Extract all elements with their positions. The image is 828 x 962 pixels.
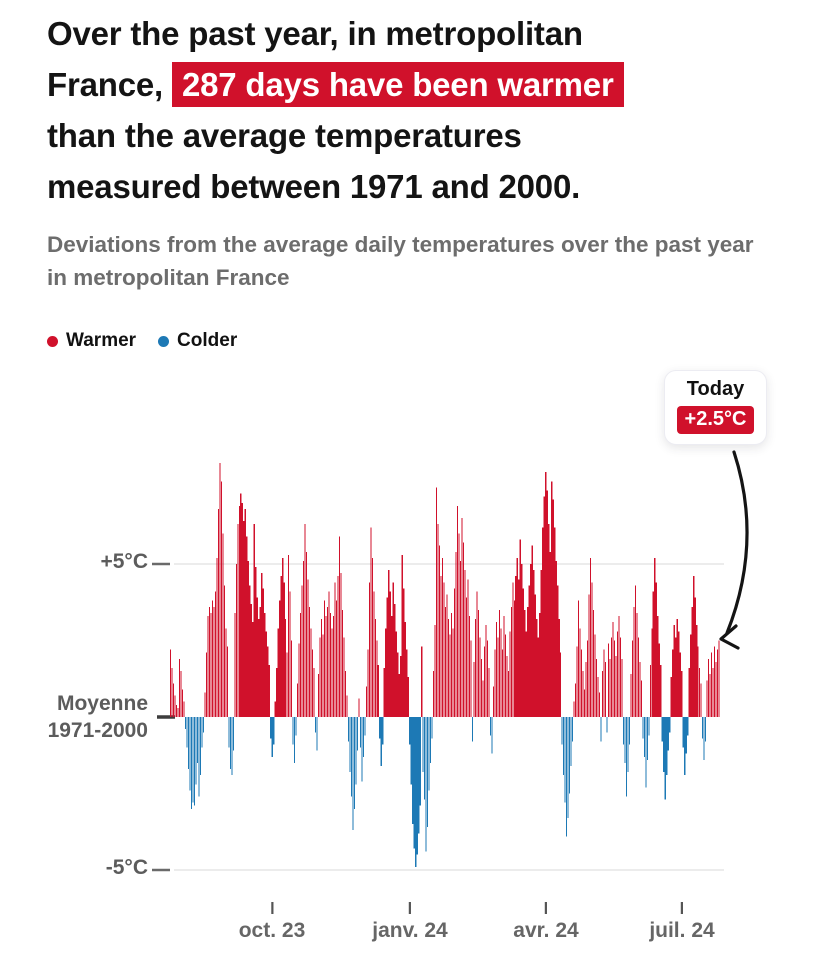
- annotation-value-badge: +2.5°C: [676, 406, 755, 434]
- x-axis-label-avr24: avr. 24: [513, 919, 579, 942]
- colder-dot-icon: [158, 335, 170, 347]
- y-axis-baseline-label: Moyenne 1971-2000: [18, 690, 148, 744]
- y-axis-label-minus5: -5°C: [105, 856, 148, 879]
- headline-line-2: France, 287 days have been warmer: [47, 59, 767, 110]
- headline-line-3: than the average temperatures: [47, 117, 522, 154]
- x-axis-label-oct23: oct. 23: [238, 919, 306, 942]
- chart-subtitle: Deviations from the average daily temper…: [47, 232, 754, 290]
- annotation-card: Today +2.5°C: [664, 370, 767, 445]
- annotation-title: Today: [686, 378, 745, 400]
- y-axis-label-plus5: +5°C: [100, 550, 148, 573]
- baseline-label-line2: 1971-2000: [47, 719, 148, 742]
- legend-label-colder: Colder: [177, 330, 238, 351]
- legend-item-colder: Colder: [158, 330, 237, 352]
- baseline-label-line1: Moyenne: [56, 692, 148, 715]
- legend-label-warmer: Warmer: [66, 330, 137, 351]
- warmer-dot-icon: [47, 335, 58, 347]
- headline-line-1: Over the past year, in metropolitan: [47, 15, 583, 52]
- x-axis-label-juil24: juil. 24: [649, 919, 715, 942]
- headline-line-2-prefix: France,: [47, 66, 163, 103]
- headline-highlight: 287 days have been warmer: [172, 62, 624, 107]
- annotation-arrow: [719, 450, 749, 650]
- x-axis-label-janv24: janv. 24: [372, 919, 448, 942]
- headline: Over the past year, in metropolitan Fran…: [47, 8, 767, 212]
- chart-legend: Warmer Colder: [47, 330, 237, 352]
- legend-item-warmer: Warmer: [47, 330, 136, 352]
- headline-line-4: measured between 1971 and 2000.: [47, 168, 581, 205]
